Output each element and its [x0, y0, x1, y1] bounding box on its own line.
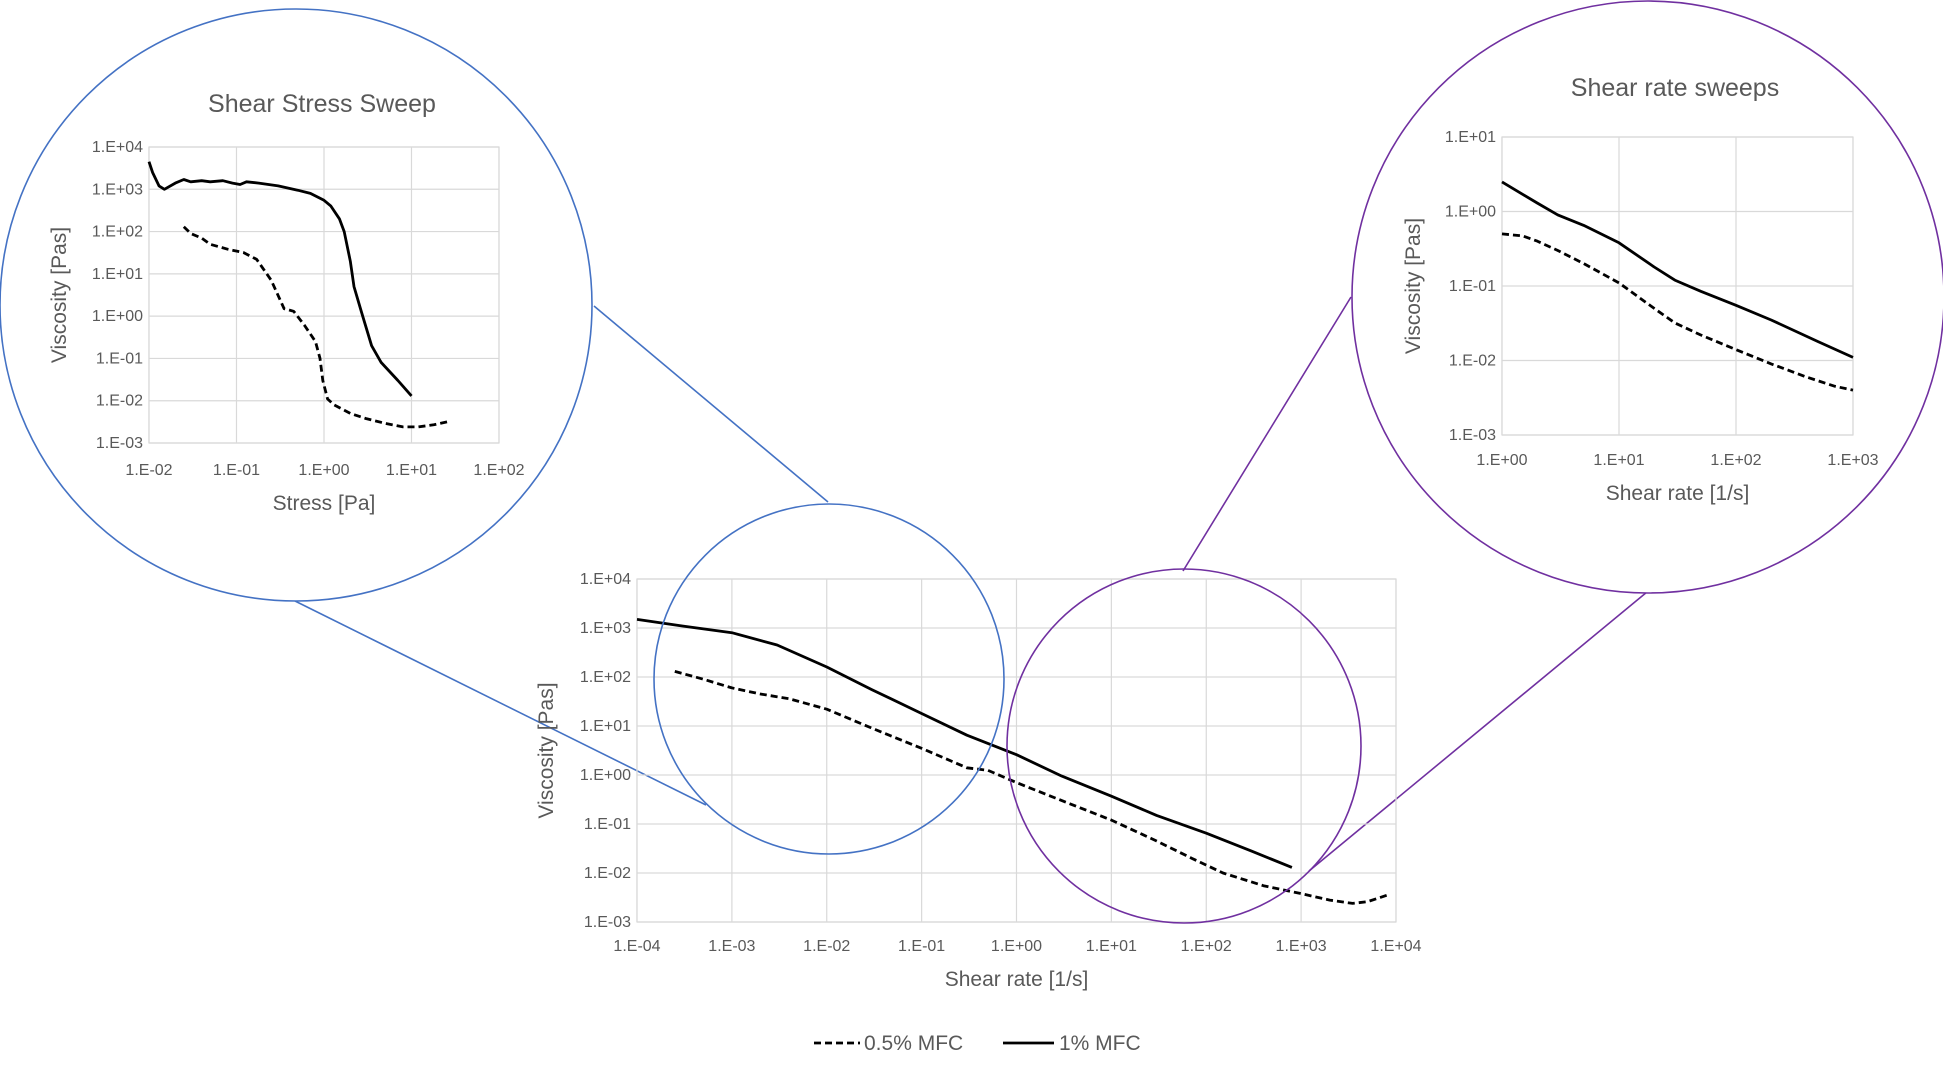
blue-zoom-circle-small	[653, 503, 1005, 855]
x-tick-label: 1.E-02	[125, 462, 172, 479]
y-axis-title: Viscosity [Pas]	[535, 682, 558, 818]
y-axis-title: Viscosity [Pas]	[48, 227, 71, 363]
y-tick-label: 1.E+00	[580, 767, 631, 784]
blue-inset-circle	[0, 8, 593, 602]
y-tick-label: 1.E+01	[92, 266, 143, 283]
x-tick-label: 1.E+04	[1370, 938, 1421, 955]
y-tick-label: 1.E-01	[96, 350, 143, 367]
x-tick-label: 1.E+00	[298, 462, 349, 479]
x-tick-label: 1.E+01	[386, 462, 437, 479]
purple-zoom-circle-small	[1006, 568, 1362, 924]
x-tick-label: 1.E+02	[1710, 452, 1761, 469]
y-tick-label: 1.E-03	[96, 435, 143, 452]
y-tick-label: 1.E+03	[92, 181, 143, 198]
y-tick-label: 1.E-03	[1449, 427, 1496, 444]
y-tick-label: 1.E+04	[92, 139, 143, 156]
x-axis-title: Shear rate [1/s]	[1606, 482, 1750, 505]
y-tick-label: 1.E+01	[580, 718, 631, 735]
plot-area-frame	[148, 146, 500, 444]
series-line-dashed	[1501, 232, 1854, 392]
chart-title: Shear rate sweeps	[1571, 74, 1779, 102]
legend-label-1-mfc: 1% MFC	[1059, 1032, 1141, 1055]
x-tick-label: 1.E-01	[213, 462, 260, 479]
series-line-dashed	[674, 670, 1388, 905]
legend: 0.5% MFC 1% MFC	[814, 1032, 1141, 1055]
y-tick-label: 1.E+04	[580, 571, 631, 588]
chart-title: Shear Stress Sweep	[208, 90, 436, 118]
y-tick-label: 1.E-03	[584, 914, 631, 931]
series-line-solid	[1501, 180, 1854, 359]
y-tick-label: 1.E+00	[1445, 204, 1496, 221]
y-axis-title: Viscosity [Pas]	[1402, 218, 1425, 354]
purple-inset-circle	[1351, 0, 1943, 594]
y-tick-label: 1.E-01	[584, 816, 631, 833]
y-tick-label: 1.E+00	[92, 308, 143, 325]
x-axis-title: Stress [Pa]	[273, 492, 376, 515]
y-tick-label: 1.E+01	[1445, 129, 1496, 146]
y-tick-label: 1.E-02	[1449, 353, 1496, 370]
main-chart: 1.E-04 1.E-03 1.E-02 1.E-01 1.E+00 1.E+01 1.E+…	[535, 571, 1422, 991]
series-line-dashed	[182, 225, 451, 429]
blue-connector-upper	[593, 305, 829, 503]
y-tick-label: 1.E+02	[580, 669, 631, 686]
x-tick-label: 1.E+03	[1827, 452, 1878, 469]
x-tick-label: 1.E+00	[991, 938, 1042, 955]
y-tick-label: 1.E+02	[92, 224, 143, 241]
rate-sweep-chart: 1.E+00 1.E+01 1.E+02 1.E+03 1.E-03 1.E-02 1.E-…	[1402, 74, 1879, 505]
x-tick-label: 1.E-04	[613, 938, 660, 955]
x-tick-label: 1.E+01	[1593, 452, 1644, 469]
x-tick-label: 1.E+03	[1276, 938, 1327, 955]
stress-sweep-chart: 1.E-02 1.E-01 1.E+00 1.E+01 1.E+02 1.E-03 1.E-…	[48, 90, 525, 515]
series-line-solid	[636, 618, 1293, 869]
x-tick-label: 1.E+01	[1086, 938, 1137, 955]
y-tick-label: 1.E-02	[96, 393, 143, 410]
y-tick-label: 1.E-01	[1449, 278, 1496, 295]
x-axis-title: Shear rate [1/s]	[945, 968, 1089, 991]
x-tick-label: 1.E+02	[473, 462, 524, 479]
x-tick-label: 1.E+00	[1476, 452, 1527, 469]
legend-label-0-5-mfc: 0.5% MFC	[864, 1032, 963, 1055]
plot-area-frame	[1501, 136, 1854, 436]
x-tick-label: 1.E-01	[898, 938, 945, 955]
x-tick-label: 1.E-02	[803, 938, 850, 955]
series-line-solid	[147, 161, 413, 397]
x-tick-label: 1.E+02	[1181, 938, 1232, 955]
purple-connector-upper	[1182, 296, 1352, 572]
y-tick-label: 1.E-02	[584, 865, 631, 882]
plot-area-frame	[636, 578, 1397, 923]
x-tick-label: 1.E-03	[708, 938, 755, 955]
y-tick-label: 1.E+03	[580, 620, 631, 637]
